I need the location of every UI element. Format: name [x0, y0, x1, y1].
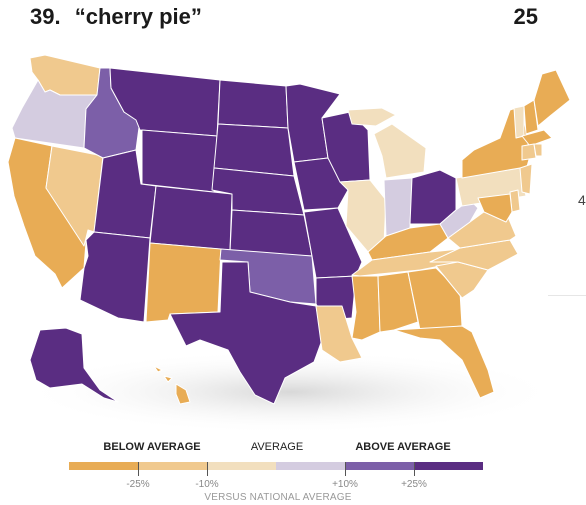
state-wv — [439, 199, 479, 239]
state-al — [377, 271, 419, 333]
legend-tick — [138, 462, 139, 476]
state-az — [79, 231, 151, 323]
legend-caption: VERSUS NATIONAL AVERAGE — [204, 492, 352, 503]
legend-tick — [345, 462, 346, 476]
state-co — [149, 185, 233, 251]
legend-tick-label: +25% — [401, 479, 427, 490]
legend-swatch-far-below — [69, 462, 138, 470]
legend-tick — [414, 462, 415, 476]
state-ma — [521, 129, 553, 147]
legend-below-label: BELOW AVERAGE — [103, 441, 201, 453]
state-ct — [521, 143, 537, 161]
legend-swatch-slightly-above — [276, 462, 345, 470]
legend-swatch-far-above — [414, 462, 483, 470]
page-title: 39. “cherry pie” — [30, 4, 202, 30]
state-vt — [513, 105, 525, 139]
state-la — [315, 305, 363, 363]
state-ri — [533, 143, 543, 157]
legend-tick-label: +10% — [332, 479, 358, 490]
state-in — [383, 177, 413, 237]
legend-swatch-slightly-below — [207, 462, 276, 470]
legend-swatch-above — [345, 462, 414, 470]
state-fl — [393, 325, 495, 399]
state-wy — [141, 129, 218, 193]
state-nm — [145, 242, 222, 323]
state-me — [533, 69, 571, 127]
rank-number: 39. — [30, 4, 61, 29]
state-tx — [169, 261, 323, 405]
divider — [548, 295, 586, 296]
legend-tick — [207, 462, 208, 476]
state-hi — [153, 365, 191, 405]
state-ks — [229, 209, 313, 257]
map-shadow — [20, 350, 560, 434]
legend-swatch-below — [138, 462, 207, 470]
state-ak — [29, 327, 119, 403]
legend-average-label: AVERAGE — [250, 441, 304, 453]
legend-tick-label: -25% — [126, 479, 150, 490]
state-mi — [347, 107, 427, 179]
rank-count: 25 — [513, 4, 538, 29]
state-nj — [519, 163, 533, 195]
state-sc — [435, 261, 489, 299]
legend-color-scale — [69, 462, 483, 470]
state-ms — [351, 275, 381, 341]
legend-above-label: ABOVE AVERAGE — [355, 441, 451, 453]
legend-tick-label: -10% — [195, 479, 219, 490]
state-mo — [303, 207, 363, 279]
state-nd — [217, 79, 289, 129]
us-choropleth-map — [7, 54, 571, 434]
state-nh — [523, 99, 539, 135]
state-md — [477, 193, 513, 223]
state-ga — [407, 267, 463, 331]
state-sd — [213, 123, 295, 177]
clipped-edge-text: 4 — [578, 192, 586, 208]
search-term: “cherry pie” — [74, 4, 202, 29]
